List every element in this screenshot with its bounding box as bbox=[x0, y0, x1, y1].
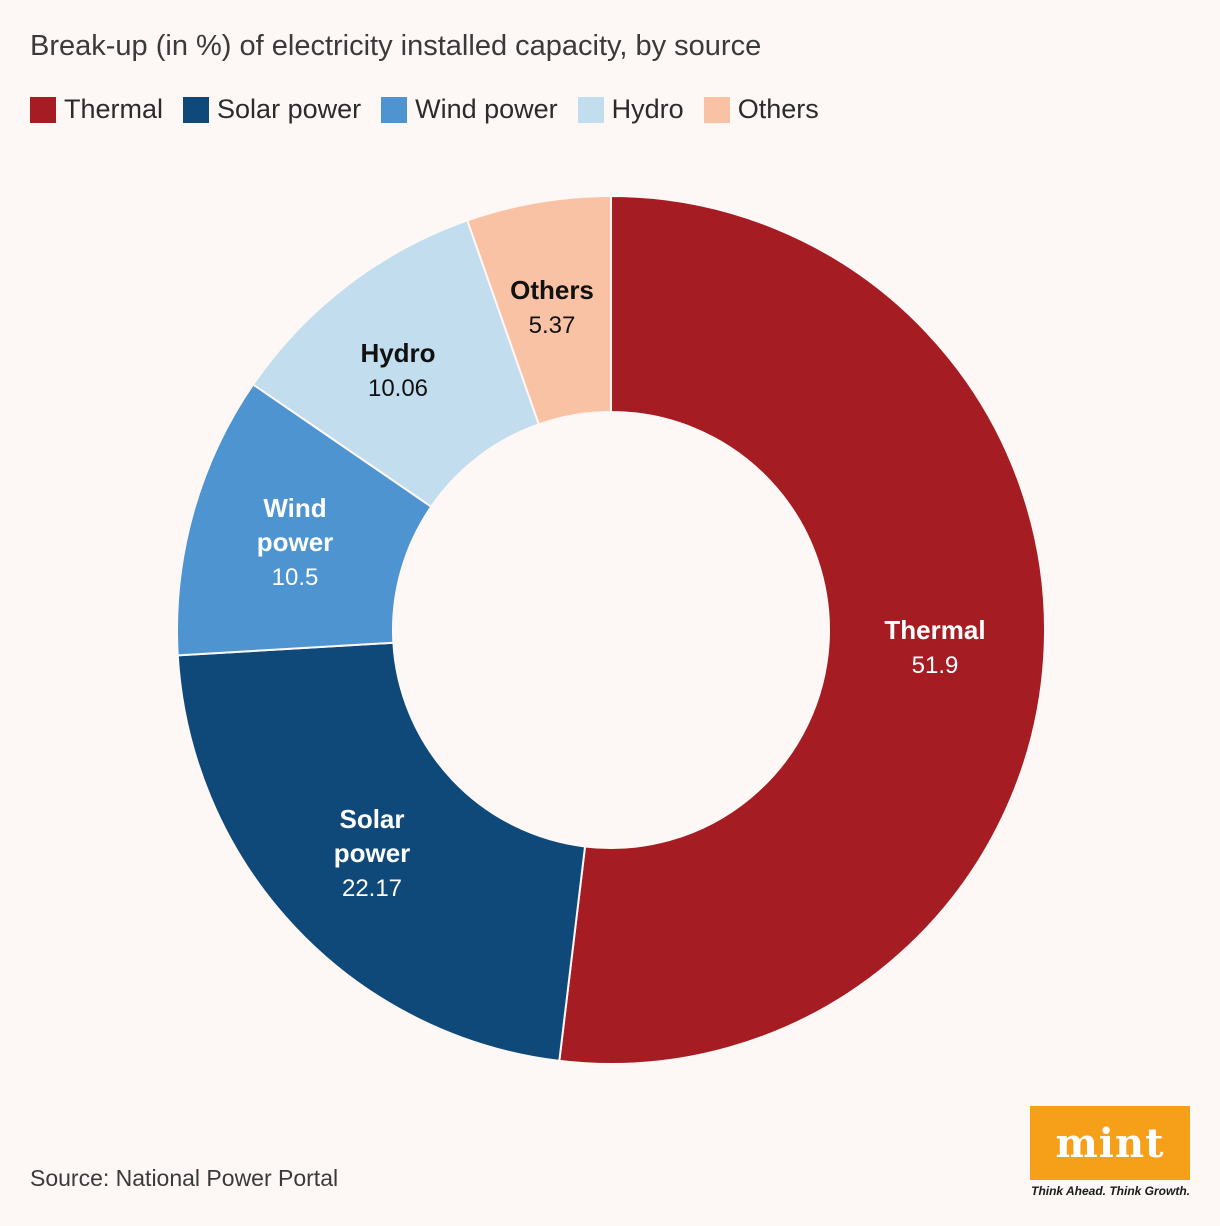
legend-swatch-thermal bbox=[30, 96, 56, 123]
mint-logo-word: mint bbox=[1055, 1119, 1165, 1167]
slice-others bbox=[466, 194, 612, 426]
legend-swatch-others bbox=[703, 96, 730, 123]
slice-label-solar-power: Solar power bbox=[334, 804, 411, 868]
slice-value-thermal: 51.9 bbox=[912, 652, 959, 679]
chart-legend: Thermal Solar power Wind power Hydro Oth… bbox=[30, 94, 819, 125]
mint-logo: mint Think Ahead. Think Growth. bbox=[1030, 1106, 1190, 1198]
legend-swatch-wind-power bbox=[381, 96, 408, 123]
legend-label-others: Others bbox=[737, 94, 819, 124]
slice-label-hydro: Hydro bbox=[360, 338, 435, 368]
slice-label-thermal: Thermal bbox=[884, 615, 985, 645]
slice-wind-power bbox=[176, 383, 433, 657]
slice-value-others: 5.37 bbox=[529, 312, 576, 339]
source-note: Source: National Power Portal bbox=[30, 1165, 339, 1191]
legend-swatch-solar-power bbox=[183, 96, 210, 123]
slice-value-solar-power: 22.17 bbox=[342, 875, 402, 902]
slice-thermal bbox=[558, 194, 1046, 1065]
slice-value-hydro: 10.06 bbox=[368, 375, 428, 402]
slice-label-wind-power: Wind power bbox=[257, 493, 334, 557]
mint-logo-tagline: Think Ahead. Think Growth. bbox=[1031, 1184, 1190, 1198]
legend-label-hydro: Hydro bbox=[611, 94, 684, 124]
legend-item-others: Others bbox=[703, 94, 819, 125]
mint-logo-box: mint bbox=[1030, 1106, 1190, 1180]
legend-label-thermal: Thermal bbox=[64, 94, 164, 124]
legend-item-solar-power: Solar power bbox=[183, 94, 361, 125]
legend-item-wind-power: Wind power bbox=[381, 94, 558, 125]
legend-label-wind-power: Wind power bbox=[415, 94, 558, 124]
slice-solar-power bbox=[176, 641, 587, 1063]
slice-label-others: Others bbox=[510, 275, 594, 305]
chart-title: Break-up (in %) of electricity installed… bbox=[30, 30, 762, 62]
legend-label-solar-power: Solar power bbox=[217, 94, 362, 124]
slice-value-wind-power: 10.5 bbox=[272, 564, 319, 591]
legend-swatch-hydro bbox=[577, 96, 604, 123]
legend-item-thermal: Thermal bbox=[30, 94, 163, 125]
legend-item-hydro: Hydro bbox=[577, 94, 684, 125]
